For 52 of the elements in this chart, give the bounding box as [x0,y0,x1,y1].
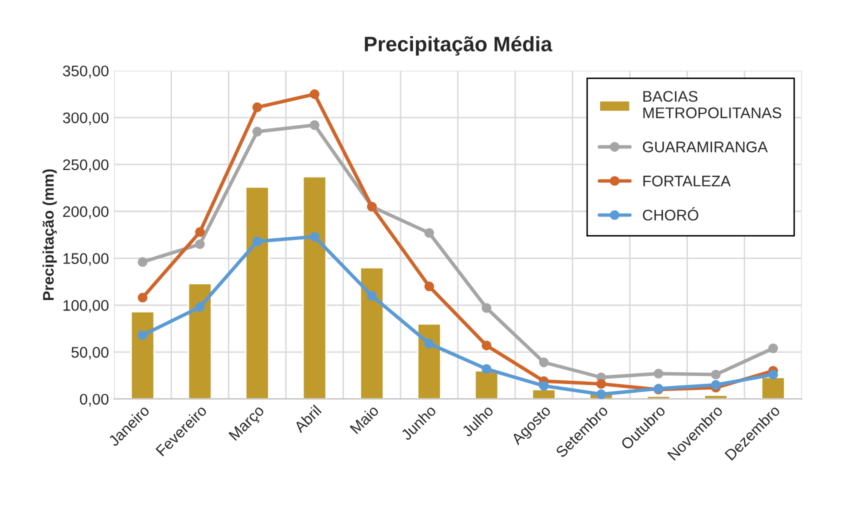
bar [704,394,728,399]
point [710,370,721,380]
legend-label: GUARAMIRANGA [642,142,768,152]
point [596,389,606,399]
point [138,292,148,303]
point [367,290,377,301]
legend-label: BACIAS METROPOLITANAS [643,90,782,118]
point [138,257,148,267]
point [310,120,320,130]
y-tick-label: 200,00 [63,206,108,219]
y-tick-label: 300,00 [62,112,108,126]
point [768,370,778,380]
point [252,126,262,137]
bar [245,186,270,399]
legend-label: FORTALEZA [643,176,731,186]
y-tick-label: 150,00 [64,253,108,266]
bar [474,370,499,399]
bar [532,388,556,399]
point [310,232,320,242]
point [310,89,320,100]
bar [417,323,442,399]
point [424,282,434,292]
point [138,330,148,340]
point [538,358,549,368]
y-tick-label: 0,00 [80,394,108,406]
point [252,102,262,112]
point [252,236,262,246]
bar [360,266,384,399]
bar [302,176,327,399]
y-tick-label: 100,00 [64,300,108,313]
point [424,338,434,348]
point [482,303,492,313]
point [195,239,205,250]
legend-label: CHORÓ [642,207,698,221]
point [195,302,205,312]
y-tick-label: 250,00 [63,159,108,172]
y-tick-label: 50,00 [71,346,108,360]
y-tick-label: 350,00 [62,66,108,78]
point [710,380,721,390]
bar [760,376,786,399]
point [596,379,606,389]
chart-title: Precipitação Média [364,36,552,56]
y-axis-title: Precipitação (mm) [42,169,57,300]
point [195,227,205,237]
point [538,380,549,391]
bar [130,311,155,399]
point [482,364,492,374]
point [482,340,492,350]
bar [188,282,212,399]
point [768,343,778,354]
point [424,228,434,238]
point [654,368,664,378]
